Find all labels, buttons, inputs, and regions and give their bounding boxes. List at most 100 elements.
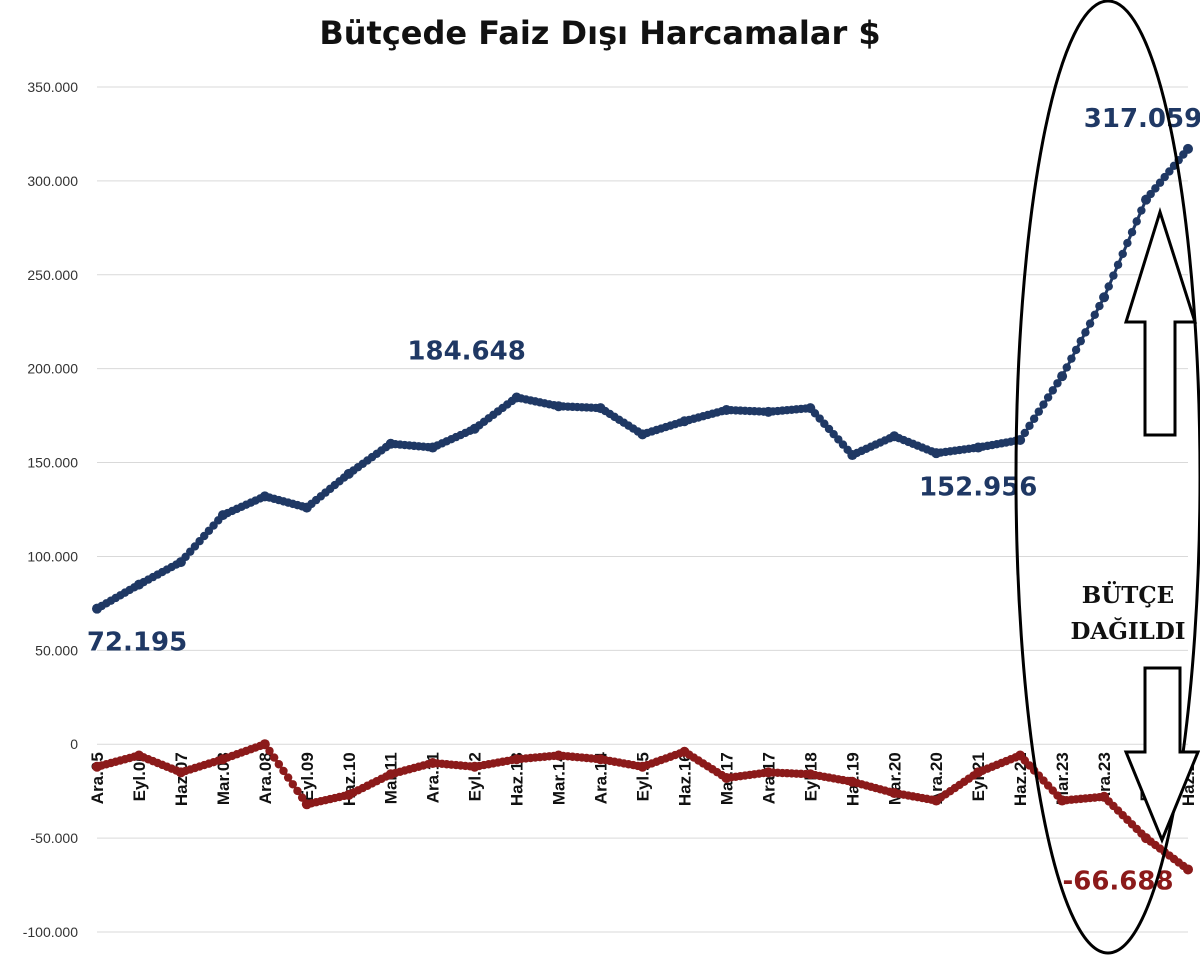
data-point	[931, 795, 942, 806]
data-point	[763, 406, 774, 417]
series-marker	[1132, 217, 1141, 226]
down-arrow-icon	[1123, 666, 1200, 844]
note-text: DAĞILDI	[1070, 618, 1185, 645]
data-point	[511, 392, 522, 403]
series-marker	[293, 786, 302, 796]
y-tick-label: 150.000	[27, 455, 78, 471]
series-marker	[1020, 428, 1030, 438]
data-point	[175, 767, 186, 778]
data-point	[385, 769, 396, 780]
x-tick-label: Eyl.06	[130, 752, 149, 801]
series-marker	[1039, 400, 1048, 409]
x-tick-label: Ara.08	[256, 752, 275, 804]
x-tick-label: Mar.14	[550, 752, 569, 805]
x-tick-label: Ara.05	[88, 752, 107, 804]
data-label: 317.059	[1084, 104, 1200, 134]
data-point	[301, 502, 312, 513]
data-point	[1099, 791, 1110, 802]
data-point	[553, 401, 564, 412]
data-point	[595, 754, 606, 765]
series-marker	[1067, 354, 1076, 363]
data-point	[889, 431, 900, 442]
data-point	[763, 767, 774, 778]
series-marker	[1029, 414, 1039, 423]
y-tick-label: 350.000	[27, 79, 78, 95]
y-tick-label: 100.000	[27, 548, 78, 564]
series-marker	[1071, 345, 1081, 355]
data-point	[92, 761, 102, 772]
data-point	[637, 429, 648, 440]
data-point	[259, 739, 270, 750]
series-marker	[288, 780, 298, 789]
y-tick-label: -100.000	[23, 924, 78, 940]
data-point	[931, 448, 942, 459]
x-tick-label: Ara.14	[592, 752, 611, 805]
series-marker	[1053, 379, 1062, 388]
data-point	[1141, 194, 1152, 205]
data-point	[427, 442, 438, 453]
series-marker	[1113, 260, 1123, 269]
y-tick-label: 0	[70, 736, 78, 752]
data-point	[217, 510, 228, 521]
data-point	[469, 423, 480, 434]
data-point	[175, 557, 186, 568]
data-point	[595, 403, 606, 414]
data-point	[217, 754, 228, 765]
series-marker	[274, 760, 284, 769]
series-marker	[1025, 421, 1034, 431]
data-point	[679, 416, 690, 427]
x-tick-label: Haz.13	[508, 752, 527, 806]
chart-title: Bütçede Faiz Dışı Harcamalar $	[319, 14, 881, 52]
series-marker	[1160, 172, 1169, 182]
data-point	[259, 491, 270, 502]
data-point	[1015, 750, 1026, 761]
data-point	[1183, 864, 1193, 875]
data-point	[343, 468, 354, 479]
data-point	[1057, 795, 1068, 806]
data-point	[553, 750, 564, 761]
data-point	[427, 758, 438, 768]
series-marker	[1034, 407, 1044, 416]
data-point	[92, 603, 102, 614]
x-tick-label: Ara.17	[759, 752, 778, 804]
series-marker	[1118, 249, 1127, 259]
data-label: 72.195	[87, 628, 187, 658]
data-point	[301, 799, 312, 810]
series-line	[96, 147, 1190, 610]
highlight-ellipse	[1014, 0, 1200, 955]
series-marker	[297, 793, 307, 802]
series-marker	[1127, 228, 1137, 237]
data-point	[973, 767, 984, 778]
data-point	[973, 442, 984, 453]
x-tick-label: Haz.16	[675, 752, 694, 806]
y-tick-label: -50.000	[31, 830, 79, 846]
series-marker	[1104, 282, 1113, 291]
series-marker	[1123, 238, 1132, 248]
series-marker	[279, 766, 288, 776]
note-text: BÜTÇE	[1082, 581, 1174, 609]
series-marker	[265, 746, 274, 756]
data-point	[385, 438, 396, 449]
data-point	[133, 579, 144, 590]
data-point	[637, 761, 648, 772]
series-marker	[1081, 328, 1090, 337]
data-point	[721, 404, 732, 415]
series-marker	[283, 773, 293, 782]
data-label: 152.956	[919, 473, 1037, 503]
data-point	[1099, 292, 1110, 303]
x-tick-label: Ara.23	[1095, 752, 1114, 804]
y-tick-label: 300.000	[27, 173, 78, 189]
series-marker	[1137, 206, 1146, 215]
x-tick-label: Eyl.15	[634, 752, 653, 801]
y-tick-label: 250.000	[27, 267, 78, 283]
x-tick-label: Eyl.12	[466, 752, 485, 801]
series-marker	[1048, 386, 1057, 395]
y-tick-label: 200.000	[27, 361, 78, 377]
data-point	[847, 450, 858, 461]
series-marker	[1090, 310, 1099, 320]
data-point	[805, 769, 816, 780]
up-arrow-icon	[1123, 206, 1198, 437]
data-point	[511, 754, 522, 765]
data-point	[1183, 143, 1193, 154]
